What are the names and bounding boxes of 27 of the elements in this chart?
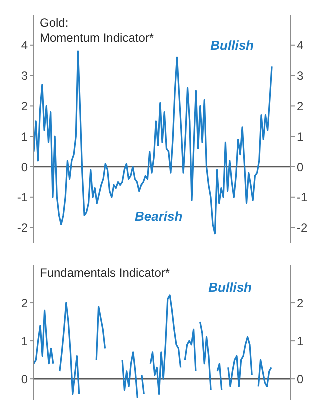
y-tick-label: 3 xyxy=(21,69,28,84)
chart-title: Fundamentals Indicator* xyxy=(40,266,170,281)
y-tick-label: 2 xyxy=(21,296,28,310)
y-tick-label: 1 xyxy=(21,130,28,144)
y-tick-label: 4 xyxy=(21,38,28,53)
y2-tick-label: -1 xyxy=(297,190,308,205)
y2-tick-label: 0 xyxy=(297,160,304,174)
y-tick-label: 2 xyxy=(21,99,28,114)
y2-tick-label: 0 xyxy=(297,372,304,386)
annotation: Bearish xyxy=(135,209,183,224)
y2-tick-label: 3 xyxy=(297,69,304,84)
y2-tick-label: 2 xyxy=(297,99,304,114)
y-tick-label: 0 xyxy=(21,160,28,174)
y-tick-label: 0 xyxy=(21,372,28,386)
y2-tick-label: -2 xyxy=(297,221,308,236)
y2-tick-label: 1 xyxy=(297,334,304,348)
y-tick-label: 1 xyxy=(21,334,28,348)
y2-tick-label: 1 xyxy=(297,130,304,144)
text: Momentum Indicator* xyxy=(40,31,154,46)
line-series xyxy=(33,50,273,235)
chart-title: Gold: xyxy=(40,16,70,31)
y-tick-label: -2 xyxy=(17,221,28,236)
annotation: Bullish xyxy=(208,280,252,295)
annotation: Bullish xyxy=(210,38,254,53)
y2-tick-label: 2 xyxy=(297,296,304,310)
y-tick-label: -1 xyxy=(17,190,28,205)
y2-tick-label: 4 xyxy=(297,38,304,53)
